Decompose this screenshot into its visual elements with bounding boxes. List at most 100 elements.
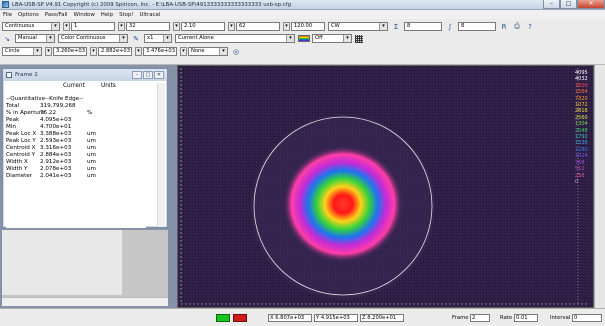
- grid-icon[interactable]: [355, 34, 363, 43]
- menu-ultracal[interactable]: Ultracal: [139, 11, 161, 18]
- print-icon[interactable]: ⎙: [514, 22, 520, 30]
- integral-field[interactable]: 8: [458, 22, 496, 31]
- mode-select[interactable]: Continuous: [2, 22, 60, 31]
- palette-select[interactable]: Color Continuous: [58, 34, 128, 43]
- scale-label: 768: [575, 159, 585, 166]
- x-readout: X 6.807e+03: [268, 314, 312, 322]
- zoom-select[interactable]: x1: [144, 34, 172, 43]
- spin-a2[interactable]: ▾: [135, 47, 142, 56]
- maximize-button[interactable]: □: [560, 0, 577, 9]
- value-field-3[interactable]: 2.10: [181, 22, 225, 31]
- grid-select[interactable]: Off: [312, 34, 352, 43]
- window-title: LBA-USB-SP V4.91 Copyright (c) 2009 Spir…: [12, 1, 292, 8]
- target-icon[interactable]: ◎: [232, 47, 240, 56]
- frame-label: Frame: [452, 315, 469, 321]
- toolbar-row-1: Continuous ▾ 1 ▾ 32 ▾ 2.10 ▾ 62 ▾ 120.00…: [2, 21, 538, 32]
- aperture-shape-select[interactable]: Circle: [2, 47, 42, 56]
- status-bar: X 6.807e+03 Y 4.915e+03 Z 8.200e+01 Fram…: [0, 308, 605, 326]
- pen-icon[interactable]: ✎: [133, 34, 139, 43]
- window-titlebar: LBA-USB-SP V4.91 Copyright (c) 2009 Spir…: [0, 0, 605, 10]
- scale-label: 2816: [575, 108, 588, 115]
- stop-indicator[interactable]: [233, 314, 247, 322]
- frame2-title: Frame 2: [15, 72, 38, 78]
- scale-label: 1280: [575, 146, 588, 153]
- scale-label: 7320: [575, 95, 588, 102]
- frame-icon: [6, 72, 12, 78]
- scale-label: 1584: [575, 89, 588, 96]
- sum-icon[interactable]: Σ: [393, 22, 399, 31]
- frame2-minimize-button[interactable]: –: [132, 71, 142, 79]
- beam-display[interactable]: 4095 4032 1600 1584 7320 1072 2816 2560 …: [177, 65, 594, 308]
- spin-a1[interactable]: ▾: [90, 47, 97, 56]
- menu-pass-fail[interactable]: Pass/Fail: [44, 11, 68, 18]
- z-readout: Z 8.200e+01: [360, 314, 404, 322]
- sum-field[interactable]: 8: [404, 22, 442, 31]
- scale-label: 1072: [575, 102, 588, 109]
- frame2-close-button[interactable]: ✕: [154, 71, 164, 79]
- rate-label: Rate: [500, 315, 513, 321]
- spin-1b[interactable]: ▾: [118, 22, 125, 31]
- scale-label: 0: [575, 178, 579, 185]
- scale-label: 2560: [575, 114, 588, 121]
- reset-icon[interactable]: R: [501, 22, 507, 31]
- col-header-units: Units: [101, 83, 116, 89]
- manual-select[interactable]: Manual: [15, 34, 55, 43]
- toolbar-row-2: ↘ Manual Color Continuous ✎ x1 Current A…: [2, 33, 366, 44]
- frame2-maximize-button[interactable]: □: [143, 71, 153, 79]
- spin-down-1[interactable]: ▾: [63, 22, 70, 31]
- menu-options[interactable]: Options: [18, 11, 39, 18]
- scale-label: 1304: [575, 121, 588, 128]
- color-scale: 4095 4032 1600 1584 7320 1072 2816 2560 …: [575, 70, 593, 185]
- frame2-vertical-scrollbar[interactable]: [157, 83, 165, 227]
- scale-label: 512: [575, 166, 585, 173]
- rate-field[interactable]: 0.01: [514, 314, 538, 322]
- value-field-2[interactable]: 32: [126, 22, 170, 31]
- menu-file[interactable]: File: [3, 11, 13, 18]
- aperture-field-1[interactable]: 3.260e+03: [53, 47, 87, 56]
- manual-icon[interactable]: ↘: [4, 34, 10, 43]
- app-icon: [2, 1, 9, 8]
- spin-3b[interactable]: ▾: [228, 22, 235, 31]
- palette-icon[interactable]: [298, 35, 310, 42]
- run-indicator[interactable]: [216, 314, 230, 322]
- cw-select[interactable]: CW: [328, 22, 388, 31]
- left-horizontal-scrollbar[interactable]: [2, 297, 168, 306]
- scale-label: 4032: [575, 76, 588, 83]
- spin-a3[interactable]: ▾: [180, 47, 187, 56]
- spin-4b[interactable]: ▾: [283, 22, 290, 31]
- close-button[interactable]: ✕: [577, 0, 605, 9]
- scale-label: 2048: [575, 127, 588, 134]
- spin-2b[interactable]: ▾: [173, 22, 180, 31]
- spin-shape[interactable]: ▾: [45, 47, 52, 56]
- toolbar-area: Continuous ▾ 1 ▾ 32 ▾ 2.10 ▾ 62 ▾ 120.00…: [0, 19, 605, 65]
- scale-label: 1792: [575, 134, 588, 141]
- value-field-1[interactable]: 1: [71, 22, 115, 31]
- scale-label: 256: [575, 172, 585, 179]
- left-lower-inner: [2, 230, 122, 295]
- scale-label: 1600: [575, 82, 588, 89]
- main-vertical-scrollbar[interactable]: [594, 65, 605, 308]
- interval-field[interactable]: 0: [572, 314, 602, 322]
- beam-canvas: [178, 66, 593, 307]
- menu-stop[interactable]: Stop!: [119, 11, 134, 18]
- help-icon[interactable]: ?: [528, 22, 532, 31]
- aperture-field-3[interactable]: 3.476e+03: [143, 47, 177, 56]
- value-field-5[interactable]: 120.00: [291, 22, 325, 31]
- aperture-field-2[interactable]: 2.882e+03: [98, 47, 132, 56]
- scale-label: 1536: [575, 140, 588, 147]
- frame-field[interactable]: 2: [470, 314, 490, 322]
- menu-help[interactable]: Help: [100, 11, 114, 18]
- minimize-button[interactable]: –: [543, 0, 560, 9]
- source-select[interactable]: Current Alone: [175, 34, 295, 43]
- scale-label: 1024: [575, 153, 588, 160]
- results-list: Current Units --Quantitative--Knife Edge…: [6, 83, 146, 228]
- interval-label: Interval: [550, 315, 571, 321]
- value-field-4[interactable]: 62: [236, 22, 280, 31]
- y-readout: Y 4.915e+03: [314, 314, 358, 322]
- left-lower-pane: [2, 230, 168, 306]
- integral-icon[interactable]: ∫: [448, 22, 452, 31]
- col-header-current: Current: [63, 83, 85, 89]
- none-select[interactable]: None: [188, 47, 228, 56]
- menu-window[interactable]: Window: [73, 11, 95, 18]
- aperture-circle[interactable]: [253, 116, 433, 296]
